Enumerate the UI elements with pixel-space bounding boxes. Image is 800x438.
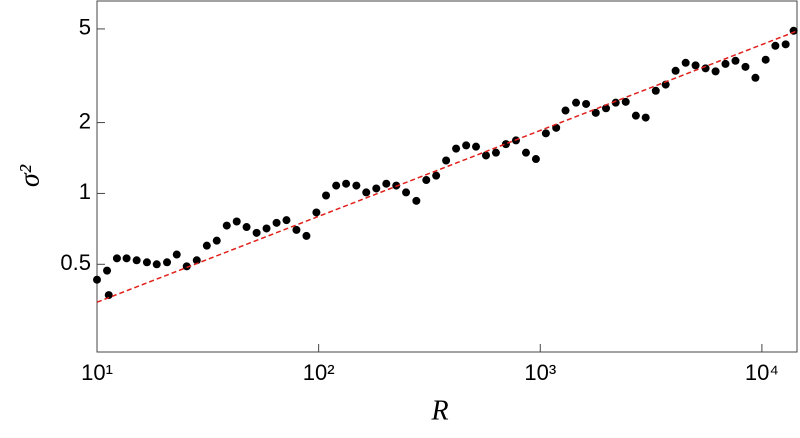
point — [312, 208, 321, 217]
point — [192, 256, 201, 265]
y-tick-label: 2 — [79, 108, 91, 133]
point — [472, 142, 481, 151]
point — [302, 231, 311, 240]
point — [491, 148, 500, 157]
point — [572, 98, 581, 107]
point — [202, 241, 211, 250]
point — [122, 254, 131, 263]
point — [362, 188, 371, 197]
point — [442, 156, 451, 165]
point — [152, 260, 161, 269]
point — [462, 141, 471, 150]
point — [292, 225, 301, 234]
point — [741, 62, 750, 71]
point — [521, 148, 530, 157]
y-axis-label: σ² — [14, 164, 45, 187]
x-tick-label: 10³ — [524, 360, 556, 385]
point — [222, 221, 231, 230]
point — [242, 223, 251, 232]
point — [412, 196, 421, 205]
point — [711, 67, 720, 76]
point — [282, 216, 291, 225]
point — [781, 40, 790, 49]
point — [112, 254, 121, 263]
point — [671, 66, 680, 75]
point — [481, 151, 490, 160]
point — [163, 258, 172, 267]
point — [681, 58, 690, 67]
point — [382, 179, 391, 188]
y-tick-label: 1 — [79, 179, 91, 204]
x-tick-label: 10² — [303, 360, 335, 385]
point — [751, 73, 760, 82]
point — [541, 129, 550, 138]
point — [212, 236, 221, 245]
point — [721, 59, 730, 68]
point — [132, 256, 141, 265]
point — [232, 217, 241, 226]
point — [602, 104, 611, 113]
point — [661, 80, 670, 89]
point — [651, 86, 660, 95]
x-tick-label: 10¹ — [81, 360, 113, 385]
fit-line — [96, 30, 798, 303]
point — [322, 191, 331, 200]
point — [372, 184, 381, 193]
point — [352, 181, 361, 190]
point — [582, 99, 591, 108]
point — [103, 266, 112, 275]
point — [621, 97, 630, 106]
point — [252, 228, 261, 237]
point — [501, 140, 510, 149]
point — [591, 108, 600, 117]
x-axis-label: R — [430, 395, 448, 426]
point — [771, 41, 780, 50]
point — [142, 258, 151, 267]
point — [172, 250, 181, 259]
y-tick-label: 5 — [79, 15, 91, 40]
point — [104, 291, 113, 300]
point — [641, 113, 650, 122]
point — [182, 262, 191, 271]
x-tick-label: 10⁴ — [745, 360, 779, 385]
point — [789, 26, 798, 35]
y-tick-label: 0.5 — [60, 250, 91, 275]
point — [611, 98, 620, 107]
point — [452, 144, 461, 153]
point — [272, 218, 281, 227]
point — [631, 111, 640, 120]
point — [402, 188, 411, 197]
point — [342, 179, 351, 188]
point — [761, 55, 770, 64]
point — [332, 181, 341, 190]
point — [432, 171, 441, 180]
point — [422, 176, 431, 185]
point — [262, 224, 271, 233]
point — [731, 56, 740, 65]
point — [531, 155, 540, 164]
point — [561, 106, 570, 115]
plot-frame — [96, 0, 798, 353]
point — [701, 64, 710, 73]
point — [93, 275, 101, 284]
point — [691, 61, 700, 70]
